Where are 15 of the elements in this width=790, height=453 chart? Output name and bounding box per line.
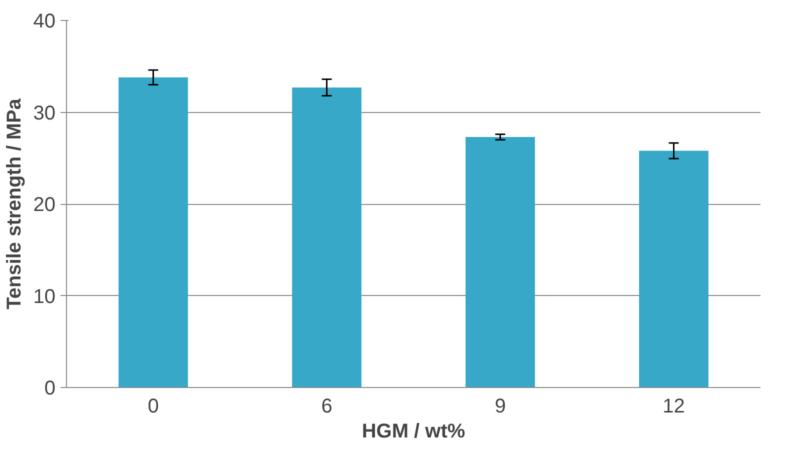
y-tick-label: 20 [33, 194, 56, 216]
x-tick-label: 12 [662, 396, 685, 418]
y-axis-title: Tensile strength / MPa [3, 98, 26, 310]
y-tick-label: 40 [33, 10, 56, 32]
bar [118, 77, 188, 388]
bar [292, 87, 362, 388]
y-tick-label: 10 [33, 286, 56, 308]
y-tick-label: 30 [33, 102, 56, 124]
x-tick-label: 0 [148, 396, 159, 418]
bar [639, 150, 708, 388]
y-tick-label: 0 [44, 378, 56, 400]
x-tick-label: 9 [494, 396, 506, 418]
x-tick-label: 6 [321, 396, 332, 418]
x-axis-title: HGM / wt% [362, 420, 466, 442]
bar [466, 137, 535, 388]
